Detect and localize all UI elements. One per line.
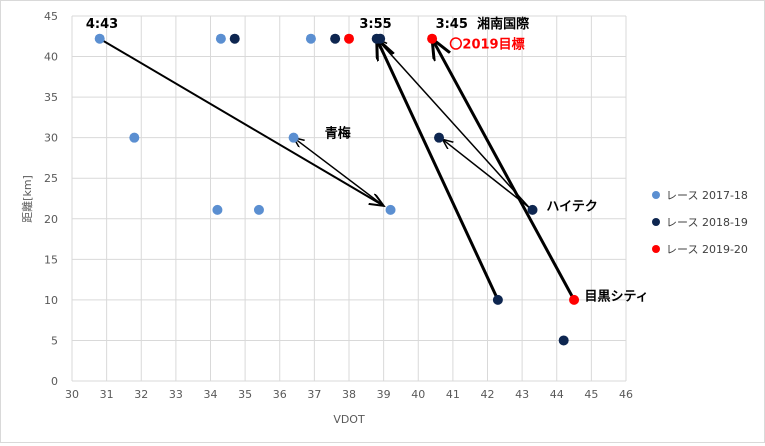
data-point <box>569 294 580 305</box>
legend-marker <box>652 245 660 253</box>
y-tick-labels: 0 5 10 15 20 25 30 35 40 45 <box>44 10 58 388</box>
y-tick-label: 35 <box>44 91 58 104</box>
x-tick-label: 43 <box>515 388 529 401</box>
y-tick-label: 45 <box>44 10 58 23</box>
arrow <box>99 37 384 206</box>
x-axis-title: VDOT <box>333 413 365 426</box>
data-point <box>305 33 316 44</box>
data-point <box>229 33 240 44</box>
annotation-label: 3:55 <box>359 17 391 32</box>
data-point <box>129 132 140 143</box>
y-tick-label: 0 <box>51 375 58 388</box>
annotation-label: 青梅 <box>325 126 351 142</box>
arrows <box>99 37 576 301</box>
x-tick-label: 33 <box>169 388 183 401</box>
legend-marker <box>652 191 660 199</box>
legend-label: レース 2018-19 <box>666 216 748 229</box>
y-tick-label: 25 <box>44 172 58 185</box>
y-tick-label: 40 <box>44 51 58 64</box>
arrow <box>442 139 530 209</box>
arrow <box>432 39 576 301</box>
y-tick-label: 30 <box>44 132 58 145</box>
x-tick-label: 40 <box>411 388 425 401</box>
x-tick-label: 30 <box>65 388 79 401</box>
y-tick-label: 5 <box>51 334 58 347</box>
data-point <box>288 132 299 143</box>
x-tick-label: 44 <box>550 388 564 401</box>
x-tick-label: 42 <box>481 388 495 401</box>
data-point <box>212 204 223 215</box>
y-tick-label: 15 <box>44 253 58 266</box>
y-axis-title: 距離[km] <box>20 175 34 223</box>
data-point <box>94 33 105 44</box>
x-tick-label: 31 <box>100 388 114 401</box>
annotation-label: 3:45 <box>436 17 468 32</box>
y-tick-label: 20 <box>44 213 58 226</box>
x-tick-label: 36 <box>273 388 287 401</box>
data-point <box>344 33 354 44</box>
legend: レース 2017-18 レース 2018-19 レース 2019-20 <box>652 189 748 256</box>
data-point <box>215 33 226 44</box>
y-tick-label: 10 <box>44 294 58 307</box>
data-points <box>94 33 580 346</box>
x-tick-label: 39 <box>377 388 391 401</box>
data-point <box>558 335 569 346</box>
x-tick-label: 45 <box>584 388 598 401</box>
data-point <box>330 33 341 44</box>
data-point <box>375 33 386 44</box>
x-tick-label: 37 <box>307 388 321 401</box>
data-point <box>527 204 538 215</box>
data-point <box>253 204 264 215</box>
data-point <box>434 132 445 143</box>
legend-label: レース 2019-20 <box>666 243 748 256</box>
x-tick-label: 35 <box>238 388 252 401</box>
legend-label: レース 2017-18 <box>666 189 748 202</box>
annotation-label: ハイテク <box>546 200 597 215</box>
x-tick-label: 38 <box>342 388 356 401</box>
data-point <box>427 33 438 44</box>
annotation-label: 湘南国際 <box>477 16 530 32</box>
x-tick-label: 41 <box>446 388 460 401</box>
x-tick-label: 32 <box>134 388 148 401</box>
annotation-label: 目黒シティ <box>584 289 648 305</box>
x-tick-label: 46 <box>619 388 633 401</box>
annotation-label: 4:43 <box>86 17 118 32</box>
arrow <box>377 39 530 208</box>
arrow <box>294 138 385 207</box>
data-point <box>492 294 503 305</box>
arrow <box>377 39 500 301</box>
annotation-label: 〇2019目標 <box>449 36 524 52</box>
x-tick-label: 34 <box>204 388 218 401</box>
data-point <box>385 204 396 215</box>
x-tick-labels: 30 31 32 33 34 35 36 37 38 39 40 41 42 43 44 45 46 <box>65 388 633 401</box>
legend-marker <box>652 218 660 226</box>
